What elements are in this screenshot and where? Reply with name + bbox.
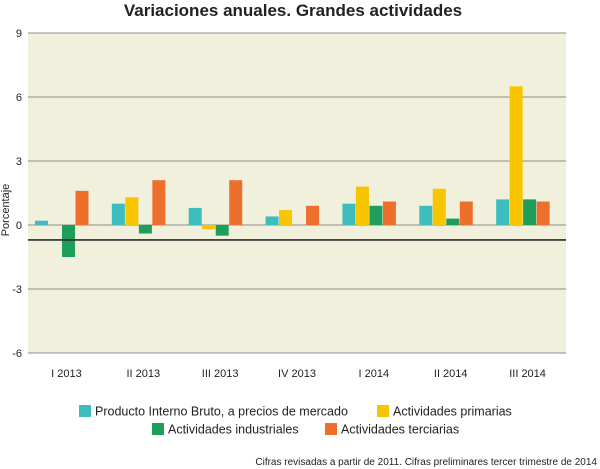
legend-swatch [152, 423, 164, 435]
bar [432, 188, 446, 225]
legend: Producto Interno Bruto, a precios de mer… [79, 405, 512, 437]
bar [138, 225, 152, 234]
bar [342, 203, 356, 225]
bar [215, 225, 229, 236]
bar [382, 201, 396, 225]
bar [229, 180, 243, 225]
chart-title: Variaciones anuales. Grandes actividades [124, 1, 462, 20]
x-tick-label: I 2014 [359, 368, 390, 380]
bar [306, 205, 320, 225]
bar [75, 190, 89, 225]
bar [459, 201, 473, 225]
bar [202, 225, 216, 230]
y-tick-label: 6 [16, 92, 22, 104]
y-tick-label: -6 [12, 348, 22, 360]
x-tick-label: III 2014 [509, 368, 546, 380]
bar [419, 205, 433, 225]
bars [35, 86, 550, 257]
bar [536, 201, 550, 225]
y-tick-label: 0 [16, 220, 22, 232]
bar [509, 86, 523, 225]
bar [111, 203, 125, 225]
x-tick-label: II 2013 [126, 368, 160, 380]
bar [446, 218, 460, 225]
y-tick-label: 3 [16, 156, 22, 168]
x-tick-label: I 2013 [51, 368, 82, 380]
bar [188, 207, 202, 225]
footnote: Cifras revisadas a partir de 2011. Cifra… [255, 457, 597, 468]
bar [35, 220, 48, 225]
x-tick-label: III 2013 [202, 368, 239, 380]
legend-label: Actividades terciarias [341, 423, 459, 437]
bar [355, 186, 369, 225]
bar [125, 197, 139, 225]
bar [496, 199, 510, 225]
x-tick-label: IV 2013 [278, 368, 316, 380]
plot-area [28, 33, 566, 353]
y-tick-label: 9 [16, 28, 22, 40]
legend-swatch [79, 405, 91, 417]
bar [523, 199, 537, 225]
y-tick-label: -3 [12, 284, 22, 296]
bar [369, 205, 383, 225]
x-tick-label: II 2014 [434, 368, 468, 380]
y-axis-ticks: 9 6 3 0 -3 -6 [12, 28, 22, 360]
legend-swatch [325, 423, 337, 435]
legend-label: Actividades industriales [168, 423, 299, 437]
bar [152, 180, 166, 225]
bar [265, 216, 279, 225]
y-axis-label: Porcentaje [0, 184, 12, 237]
bar [62, 225, 75, 257]
x-axis-ticks: I 2013 II 2013 III 2013 IV 2013 I 2014 II 201… [51, 368, 546, 380]
bar [279, 210, 293, 225]
legend-swatch [377, 405, 389, 417]
legend-label: Producto Interno Bruto, a precios de mer… [95, 405, 348, 419]
legend-label: Actividades primarias [393, 405, 512, 419]
